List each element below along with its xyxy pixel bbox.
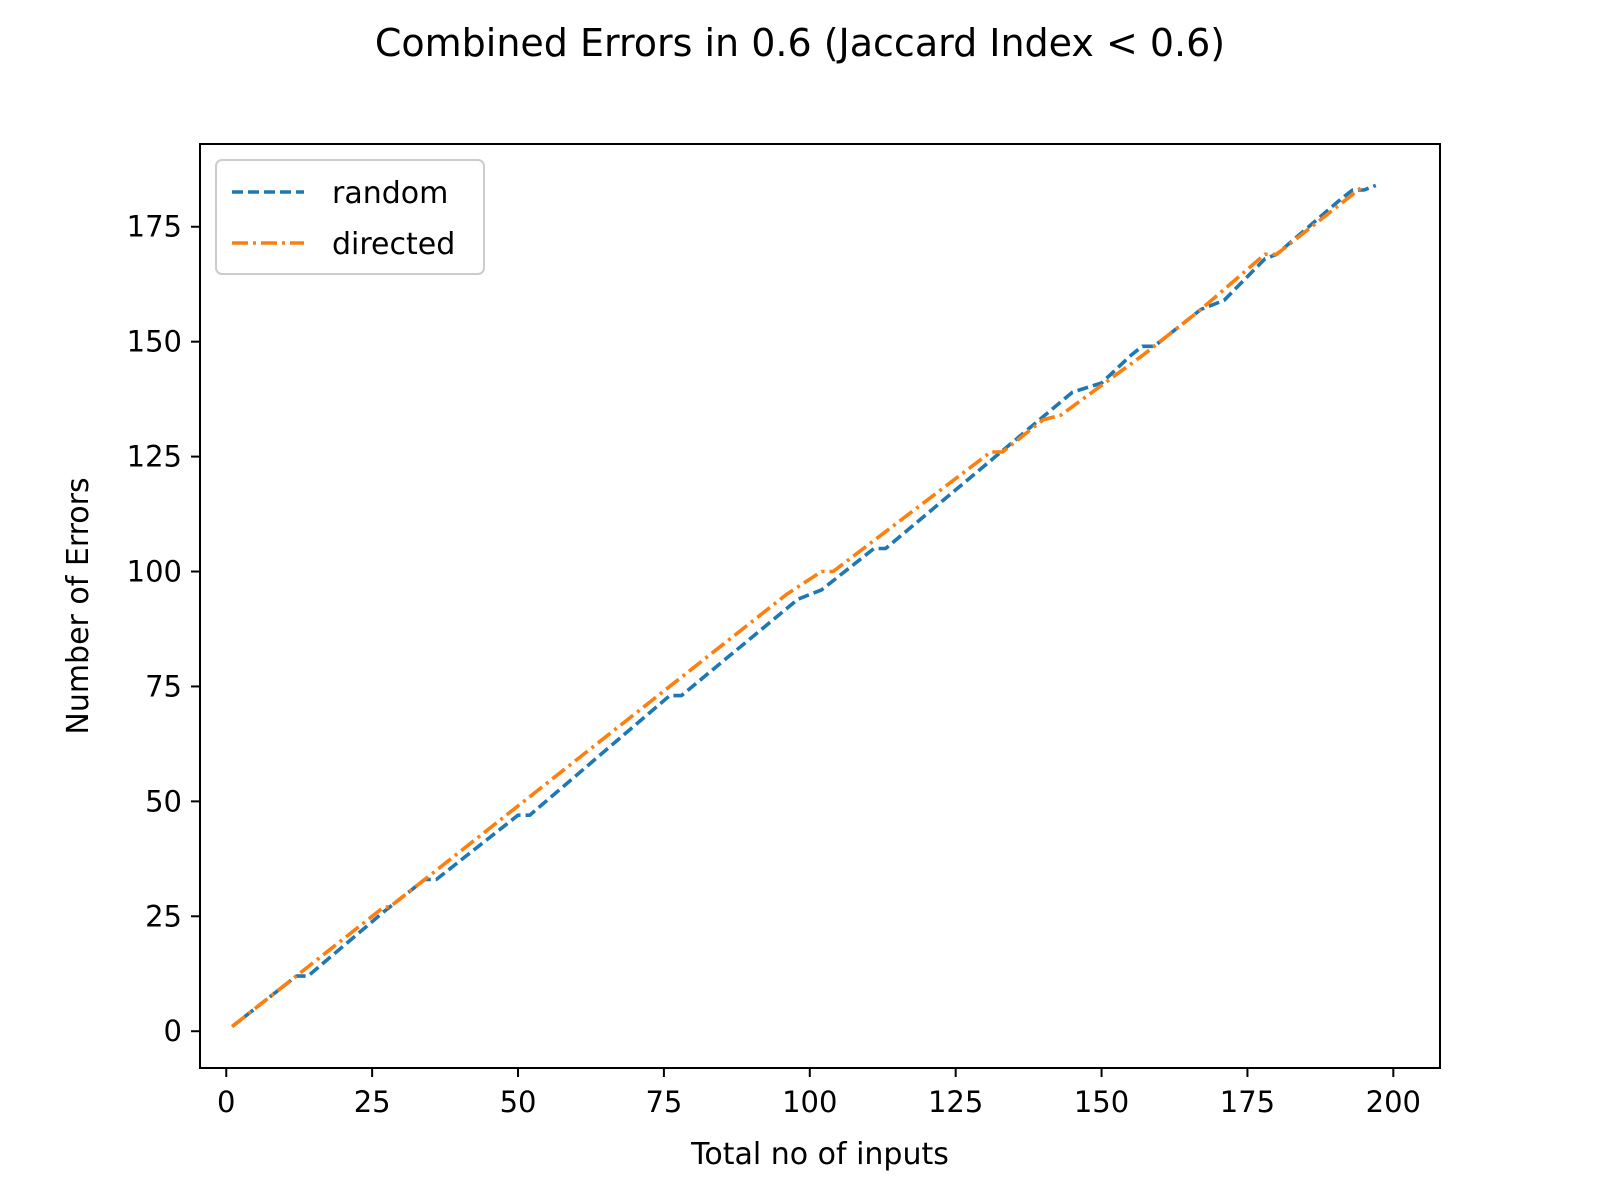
legend-label-directed: directed (332, 227, 455, 262)
y-tick-label: 125 (127, 440, 182, 474)
y-tick-label: 0 (164, 1014, 182, 1048)
x-tick-label: 0 (217, 1085, 235, 1119)
x-tick-label: 75 (645, 1085, 682, 1119)
y-axis-label: Number of Errors (61, 477, 96, 734)
y-tick-label: 50 (145, 784, 182, 818)
y-tick-label: 150 (127, 325, 182, 359)
y-tick-label: 175 (127, 210, 182, 244)
plot-frame (199, 143, 1441, 1069)
series-line-directed (230, 183, 1366, 1029)
x-tick-label: 25 (354, 1085, 391, 1119)
y-tick-label: 25 (145, 899, 182, 933)
y-tick-label: 100 (127, 555, 182, 589)
legend-frame (215, 159, 485, 275)
x-tick-label: 100 (782, 1085, 837, 1119)
y-axis-ticks: 0 25 50 75 100 125 150 175 (127, 210, 200, 1048)
x-axis-label: Total no of inputs (690, 1137, 949, 1172)
x-tick-label: 175 (1220, 1085, 1275, 1119)
chart-title: Combined Errors in 0.6 (Jaccard Index < … (375, 21, 1225, 65)
y-tick-label: 75 (145, 669, 182, 703)
x-tick-label: 200 (1366, 1085, 1421, 1119)
x-axis-ticks: 0 25 50 75 100 125 150 175 200 (217, 1068, 1421, 1119)
series-line-random (230, 183, 1377, 1029)
series-layer (230, 183, 1377, 1029)
legend-label-random: random (332, 176, 448, 211)
legend: random directed (215, 159, 485, 275)
x-tick-label: 125 (928, 1085, 983, 1119)
x-tick-label: 150 (1074, 1085, 1129, 1119)
x-tick-label: 50 (500, 1085, 537, 1119)
